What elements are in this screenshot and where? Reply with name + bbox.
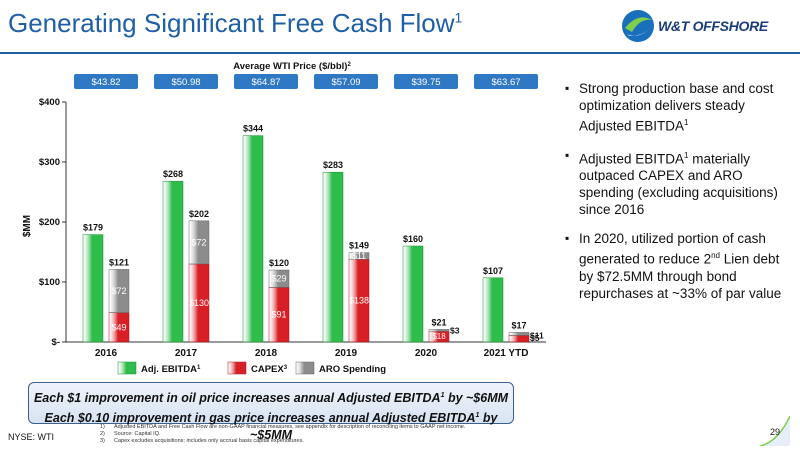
aro-bar [508, 332, 530, 336]
ebitda-bar [82, 234, 104, 343]
x-tick-label: 2020 [415, 348, 438, 359]
ebitda-data-label: $160 [403, 234, 423, 244]
wti-price-label: $57.09 [331, 77, 360, 88]
bullet-item: In 2020, utilized portion of cash genera… [565, 230, 790, 302]
ebitda-data-label: $268 [163, 169, 183, 179]
wti-price-label: $64.87 [251, 77, 280, 88]
ebitda-bar [402, 245, 424, 343]
capex-data-label: $49 [111, 322, 126, 332]
x-tick-label: 2019 [335, 348, 358, 359]
aro-data-label: $72 [111, 286, 126, 296]
page-number: 29 [770, 427, 781, 437]
ebitda-bar [162, 180, 184, 343]
aro-data-label: $72 [191, 237, 206, 247]
ebitda-bar [322, 171, 344, 343]
capex-data-label: $11 [530, 330, 544, 340]
wti-price-box [234, 74, 298, 89]
wti-header: Average WTI Price ($/bbl)2 [233, 61, 351, 72]
x-tick-label: 2016 [95, 348, 118, 359]
footnotes: 1) Adjusted EBITDA and Free Cash Flow are… [100, 424, 465, 445]
sensitivity-callout: Each $1 improvement in oil price increas… [28, 382, 514, 442]
aro-bar [348, 252, 370, 260]
stack-total-label: $120 [269, 258, 289, 268]
aro-data-label: $3 [450, 325, 460, 335]
stack-total-label: $21 [431, 317, 446, 327]
y-tick-label: $100 [39, 277, 60, 288]
aro-bar [268, 269, 290, 288]
stack-total-label: $17 [511, 320, 526, 330]
capex-data-label: $130 [189, 298, 209, 308]
aro-data-label: $29 [271, 274, 286, 284]
y-tick-label: $- [52, 337, 60, 348]
legend-label: Adj. EBITDA1 [141, 364, 201, 375]
wti-price-label: $63.67 [491, 77, 520, 88]
y-axis-label: $MM [22, 215, 33, 237]
x-tick-label: 2017 [175, 348, 198, 359]
company-logo: W&T OFFSHORE [620, 6, 792, 46]
title-divider [0, 52, 800, 54]
legend-swatch [227, 361, 247, 375]
ebitda-bar [482, 277, 504, 343]
x-tick-label: 2021 YTD [484, 348, 529, 359]
footnote: 2) Source: Capital IQ. [100, 431, 161, 437]
bullet-item: Adjusted EBITDA1 materially outpaced CAP… [565, 147, 790, 219]
bullet-item: Strong production base and cost optimiza… [565, 80, 790, 135]
logo-text: W&T OFFSHORE [658, 18, 768, 34]
capex-data-label: $18 [432, 332, 446, 341]
key-points-list: Strong production base and cost optimiza… [565, 80, 790, 314]
logo-swirl-icon [622, 10, 654, 42]
wti-price-box [314, 74, 378, 89]
capex-bar [508, 335, 530, 343]
legend-swatch [295, 361, 315, 375]
stack-total-label: $121 [109, 257, 129, 267]
y-tick-label: $300 [39, 157, 60, 168]
ebitda-data-label: $283 [323, 160, 343, 170]
aro-bar [188, 220, 210, 265]
aro-data-label: $11 [352, 251, 366, 261]
ebitda-data-label: $344 [243, 124, 263, 134]
ticker-label: NYSE: WTI [8, 432, 55, 442]
wti-price-label: $50.98 [171, 77, 200, 88]
legend-label: ARO Spending [319, 364, 386, 375]
wti-price-label: $39.75 [411, 77, 440, 88]
aro-data-label: $5 [530, 333, 540, 343]
x-tick-label: 2018 [255, 348, 278, 359]
page-title: Generating Significant Free Cash Flow1 [8, 8, 463, 38]
footnote: 3) Capex excludes acquisitions; includes … [100, 438, 304, 444]
capex-data-label: $91 [271, 310, 286, 320]
wti-price-box [474, 74, 538, 89]
legend-swatch [117, 361, 137, 375]
wti-price-box [154, 74, 218, 89]
capex-data-label: $138 [349, 296, 369, 306]
gas-sensitivity-line: Each $0.10 improvement in gas price incr… [44, 411, 498, 443]
wti-price-box [394, 74, 458, 89]
page-curl-icon [760, 416, 790, 446]
aro-bar [428, 329, 450, 332]
wti-price-label: $43.82 [91, 77, 120, 88]
ebitda-data-label: $179 [83, 223, 103, 233]
ebitda-bar [242, 135, 264, 343]
cash-flow-bar-chart: Average WTI Price ($/bbl)2 $- $100 $200 $300… [22, 61, 546, 375]
wti-price-box [74, 74, 138, 89]
oil-sensitivity-line: Each $1 improvement in oil price increas… [33, 391, 509, 406]
stack-total-label: $202 [189, 209, 209, 219]
stack-total-label: $149 [349, 241, 369, 251]
y-tick-label: $400 [39, 97, 60, 108]
footnote: 1) Adjusted EBITDA and Free Cash Flow are… [100, 424, 466, 430]
ebitda-data-label: $107 [483, 266, 503, 276]
y-tick-label: $200 [39, 217, 60, 228]
aro-bar [108, 269, 130, 313]
legend-label: CAPEX3 [251, 364, 288, 375]
